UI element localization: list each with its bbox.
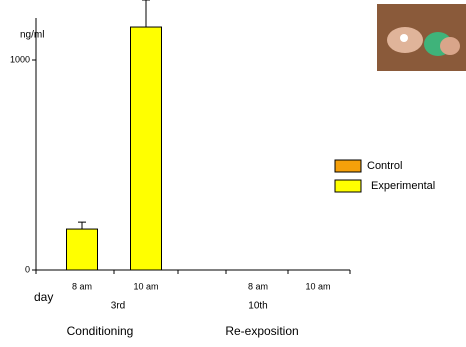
bar (131, 27, 162, 270)
x-tick-label: 10 am (133, 281, 158, 291)
error-bar (78, 222, 86, 229)
phase-label: Re-exposition (225, 324, 298, 338)
legend-swatch (335, 180, 361, 192)
y-axis-label: ng/ml (20, 30, 44, 41)
error-bar (142, 0, 150, 27)
x-tick-label: 10 am (305, 281, 330, 291)
legend-label: Control (367, 160, 402, 172)
legend-label: Experimental (371, 180, 435, 192)
x-tick-label: 8 am (248, 281, 268, 291)
legend-swatch (335, 160, 361, 172)
phase-label: Conditioning (67, 324, 134, 338)
y-tick-label: 1000 (10, 54, 30, 64)
group-label: 10th (248, 301, 267, 312)
chart: ng/ml day 3rd 10th Conditioning Re-expos… (0, 0, 466, 347)
x-tick-label: 8 am (72, 281, 92, 291)
bar (67, 229, 98, 270)
group-label: 3rd (111, 301, 125, 312)
x-prefix-label: day (34, 290, 53, 304)
page: ng/ml day 3rd 10th Conditioning Re-expos… (0, 0, 466, 347)
photo (377, 4, 466, 71)
y-tick-label: 0 (25, 264, 30, 274)
